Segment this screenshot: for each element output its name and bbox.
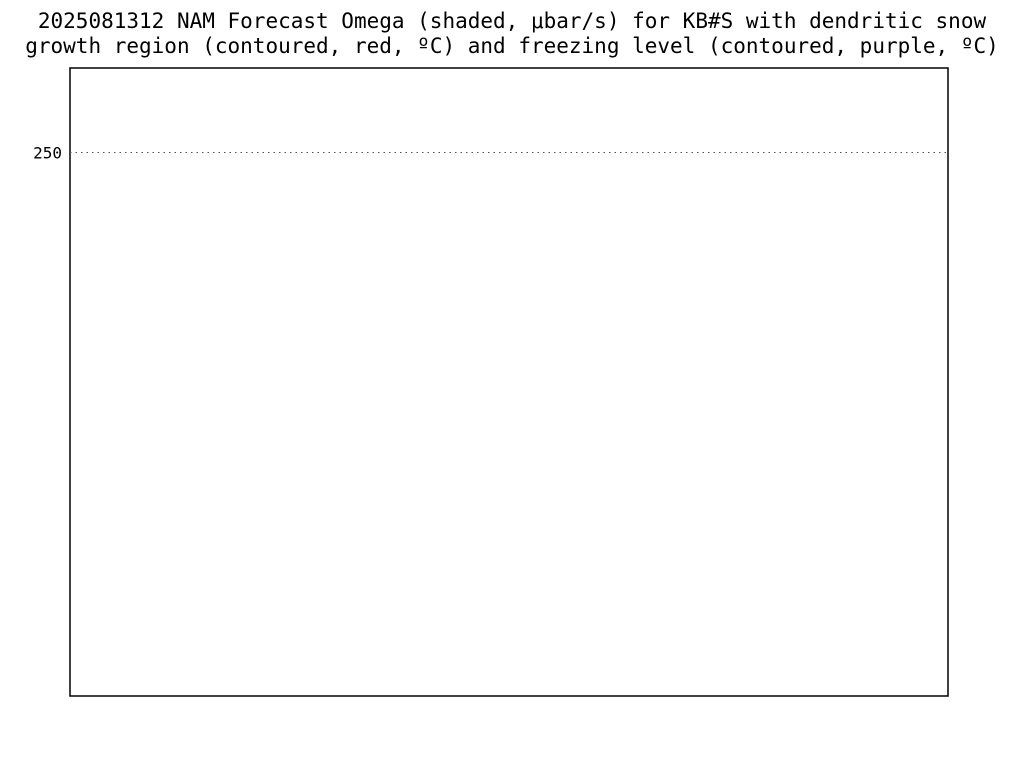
y-axis-ticks: 250	[33, 144, 62, 163]
y-tick-label: 250	[33, 144, 62, 163]
chart-title-line-1: 2025081312 NAM Forecast Omega (shaded, μ…	[37, 9, 987, 33]
plot-frame	[69, 67, 949, 697]
chart-title-line-2: growth region (contoured, red, ºC) and f…	[25, 34, 999, 58]
